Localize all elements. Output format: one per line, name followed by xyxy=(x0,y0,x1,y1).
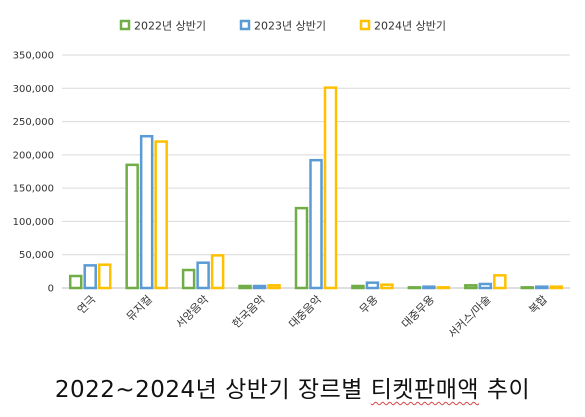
bar xyxy=(238,284,252,290)
bar xyxy=(154,140,168,290)
bar-chart: 0 50,000 100,000 150,000 200,000 250,000 300,0… xyxy=(13,19,570,341)
y-tick-label: 100,000 xyxy=(13,217,54,228)
x-category-label: 뮤지컬 xyxy=(124,293,155,324)
bar xyxy=(267,284,281,290)
legend-label: 2022년 상반기 xyxy=(134,20,206,33)
y-tick-label: 200,000 xyxy=(13,150,54,161)
x-category-label: 대중음악 xyxy=(286,293,324,331)
bar xyxy=(478,282,493,290)
x-category-label: 서커스/마술 xyxy=(446,293,494,341)
y-tick-label: 50,000 xyxy=(19,250,54,261)
bar xyxy=(97,263,112,290)
bar xyxy=(323,86,338,290)
y-tick-label: 0 xyxy=(48,284,54,295)
bar xyxy=(365,281,380,290)
bar xyxy=(294,206,309,290)
y-tick-label: 150,000 xyxy=(13,184,54,195)
legend-swatch xyxy=(119,19,131,31)
bar xyxy=(196,261,210,290)
bar xyxy=(83,264,97,290)
y-tick-label: 250,000 xyxy=(13,117,54,128)
bar xyxy=(125,163,139,290)
bar xyxy=(181,268,196,290)
x-category-label: 대중무용 xyxy=(399,293,437,331)
caption-text-end: 추이 xyxy=(479,377,531,403)
x-category-label: 연극 xyxy=(75,293,99,317)
bar xyxy=(464,284,478,290)
bar xyxy=(407,286,422,290)
bar xyxy=(252,284,267,290)
caption-text-underlined: 티켓판매액 xyxy=(370,377,480,403)
legend-swatch xyxy=(359,19,371,31)
caption-text-start: 2022~2024년 상반기 장르별 xyxy=(54,377,371,403)
bar xyxy=(549,285,564,290)
x-category-label: 복합 xyxy=(526,293,550,317)
legend-swatch xyxy=(239,19,251,31)
y-tick-label: 350,000 xyxy=(13,51,54,62)
bar xyxy=(139,134,154,290)
bar xyxy=(210,254,225,290)
chart-caption: 2022~2024년 상반기 장르별 티켓판매액 추이 xyxy=(0,370,585,404)
bar xyxy=(436,286,451,290)
bar xyxy=(351,284,365,290)
x-category-label: 한국음악 xyxy=(230,293,268,331)
legend-label: 2023년 상반기 xyxy=(254,20,326,33)
bar xyxy=(535,285,549,290)
x-category-label: 서양음악 xyxy=(173,293,211,331)
bar xyxy=(309,158,323,290)
bar xyxy=(68,274,83,290)
bar xyxy=(493,274,507,290)
bar xyxy=(422,285,436,290)
legend-label: 2024년 상반기 xyxy=(374,20,446,33)
x-category-label: 무용 xyxy=(357,293,381,317)
bar xyxy=(380,283,394,290)
y-tick-label: 300,000 xyxy=(13,84,54,95)
bar xyxy=(520,286,535,290)
